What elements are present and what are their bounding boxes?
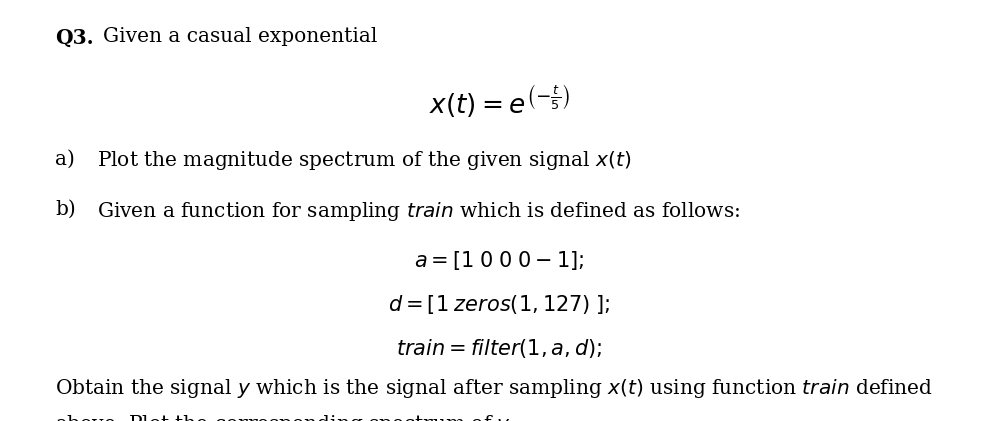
Text: Plot the magnitude spectrum of the given signal $x(t)$: Plot the magnitude spectrum of the given… [97,149,631,173]
Text: $a = [1\;0\;0\;0 - 1];$: $a = [1\;0\;0\;0 - 1];$ [415,249,584,272]
Text: b): b) [55,200,76,219]
Text: $x(t) = e^{\left(-\frac{t}{5}\right)}$: $x(t) = e^{\left(-\frac{t}{5}\right)}$ [429,84,570,120]
Text: $d = [1\; zeros(1,127)\;];$: $d = [1\; zeros(1,127)\;];$ [389,293,610,316]
Text: Q3.: Q3. [55,27,94,48]
Text: Given a casual exponential: Given a casual exponential [103,27,378,46]
Text: $train = filter(1, a, d);$: $train = filter(1, a, d);$ [397,337,602,360]
Text: Given a function for sampling $\mathit{train}$ which is defined as follows:: Given a function for sampling $\mathit{t… [97,200,740,223]
Text: above. Plot the corresponding spectrum of $y$.: above. Plot the corresponding spectrum o… [55,413,515,421]
Text: a): a) [55,149,75,168]
Text: Obtain the signal $y$ which is the signal after sampling $x(t)$ using function $: Obtain the signal $y$ which is the signa… [55,377,933,400]
